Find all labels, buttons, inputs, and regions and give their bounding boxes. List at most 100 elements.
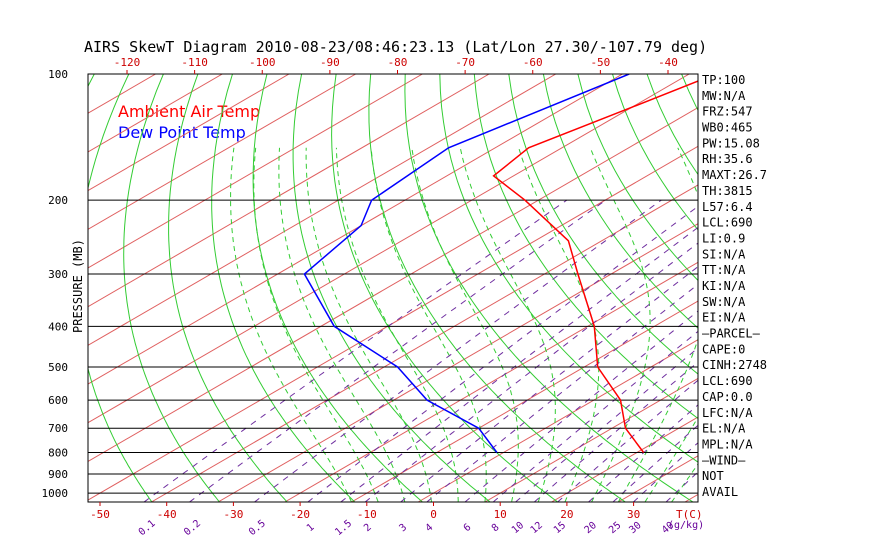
mixing-ratio-label: 2 — [362, 522, 374, 534]
mixing-ratio-line — [533, 361, 698, 502]
isotherm-line — [88, 74, 290, 192]
dry-adiabat-line — [123, 74, 220, 502]
stat-item: TT:N/A — [702, 263, 746, 277]
y-axis-label: PRESSURE (MB) — [71, 239, 85, 333]
mixing-ratio-label: 4 — [424, 522, 436, 534]
dry-adiabat-line — [820, 74, 870, 502]
stat-item: LFC:N/A — [702, 406, 753, 420]
plot-frame — [87, 73, 699, 503]
mixing-ratio-line — [612, 424, 698, 502]
mixing-ratio-line — [464, 310, 698, 502]
stat-item: FRZ:547 — [702, 105, 753, 119]
pressure-tick-label: 900 — [48, 468, 68, 481]
mixing-ratio-label: 6 — [462, 522, 474, 534]
mixing-ratio-label: 20 — [583, 520, 599, 536]
isotherm-line — [88, 74, 356, 230]
pressure-tick-label: 700 — [48, 422, 68, 435]
isotherm-line — [484, 377, 698, 502]
stat-item: LCL:690 — [702, 374, 753, 388]
stat-item: MW:N/A — [702, 89, 746, 103]
stat-item: AVAIL — [702, 485, 738, 499]
isotherm-line — [217, 223, 698, 502]
stat-item: KI:N/A — [702, 279, 746, 293]
ambient-temp-line — [492, 80, 698, 453]
top-temp-tick-label: -120 — [114, 56, 141, 69]
dry-adiabat-line — [854, 74, 870, 502]
stat-item: CINH:2748 — [702, 358, 767, 372]
pressure-tick-label: 800 — [48, 447, 68, 460]
isotherm-line — [88, 74, 423, 269]
mixing-ratio-label: 1 — [305, 522, 317, 534]
stat-item: —WIND— — [702, 453, 746, 467]
bottom-temp-tick-label: 10 — [494, 508, 507, 521]
stat-item: —PARCEL— — [702, 327, 761, 341]
dry-adiabat-line — [508, 74, 698, 375]
mixing-ratio-line — [340, 226, 698, 502]
mixing-ratio-label: 0.1 — [137, 518, 158, 538]
top-temp-tick-label: -70 — [455, 56, 475, 69]
stat-item: WB0:465 — [702, 121, 753, 135]
mixing-ratio-label: 10 — [510, 520, 526, 536]
stat-item: LI:0.9 — [702, 231, 745, 245]
dew-point-line — [303, 74, 630, 453]
moist-adiabat-line — [335, 147, 459, 502]
isotherm-line — [88, 74, 557, 346]
pressure-tick-label: 200 — [48, 194, 68, 207]
dry-adiabat-line — [0, 74, 60, 502]
isotherm-line — [88, 74, 223, 153]
mixing-ratio-line — [400, 266, 698, 502]
moist-adiabat-line — [518, 147, 600, 502]
isotherm-line — [818, 74, 870, 502]
pressure-tick-label: 600 — [48, 394, 68, 407]
dry-adiabat-line — [292, 74, 491, 502]
isotherm-line — [551, 416, 698, 502]
mixing-ratio-line — [557, 379, 698, 502]
stat-item: TP:100 — [702, 73, 745, 87]
mixing-ratio-label: 1.5 — [333, 518, 354, 538]
stat-item: TH:3815 — [702, 184, 753, 198]
isotherm-line — [151, 184, 698, 502]
dry-adiabat-line — [211, 74, 356, 502]
grid-lines — [0, 74, 870, 502]
stat-item: EL:N/A — [702, 422, 746, 436]
mixing-ratio-label: 15 — [552, 520, 568, 536]
stat-item: RH:35.6 — [702, 152, 753, 166]
stat-item: EI:N/A — [702, 311, 746, 325]
dry-adiabat-line — [368, 74, 626, 502]
mixing-ratio-line — [492, 330, 698, 502]
dry-adiabat-line — [88, 74, 153, 502]
pressure-tick-label: 400 — [48, 320, 68, 333]
stat-item: LCL:690 — [702, 216, 753, 230]
bottom-temp-tick-label: 20 — [560, 508, 573, 521]
isotherm-line — [88, 74, 690, 424]
mixing-ratio-label: 12 — [529, 520, 545, 536]
legend-ambient-air-temp: Ambient Air Temp — [118, 102, 260, 121]
dry-adiabat-line — [404, 74, 694, 502]
bottom-temp-tick-label: -50 — [90, 508, 110, 521]
sounding-profiles — [303, 74, 698, 453]
pressure-tick-label: 1000 — [42, 487, 69, 500]
bottom-temp-tick-label: -20 — [290, 508, 310, 521]
mixing-ratio-line — [588, 404, 698, 502]
mixing-ratio-label: 8 — [490, 522, 502, 534]
mixing-ratio-line — [665, 471, 698, 502]
mixing-ratio-label: 0.5 — [247, 518, 268, 538]
bottom-temp-tick-label: -10 — [357, 508, 377, 521]
stat-item: MPL:N/A — [702, 437, 753, 451]
mixing-ratio-label: 0.2 — [182, 518, 203, 538]
top-temp-tick-label: -100 — [249, 56, 276, 69]
stat-item: CAP:0.0 — [702, 390, 753, 404]
top-temp-tick-label: -50 — [590, 56, 610, 69]
dry-adiabat-line — [577, 74, 698, 282]
mixing-ratio-unit-label: (g/kg) — [668, 520, 704, 531]
dry-adiabat-line — [168, 74, 288, 502]
isotherm-line — [417, 339, 698, 502]
stat-item: MAXT:26.7 — [702, 168, 767, 182]
dry-adiabat-line — [439, 74, 698, 463]
dry-adiabat-line — [785, 74, 870, 502]
isotherm-line — [88, 74, 623, 385]
stat-item: CAPE:0 — [702, 342, 745, 356]
isotherm-line — [752, 74, 870, 502]
